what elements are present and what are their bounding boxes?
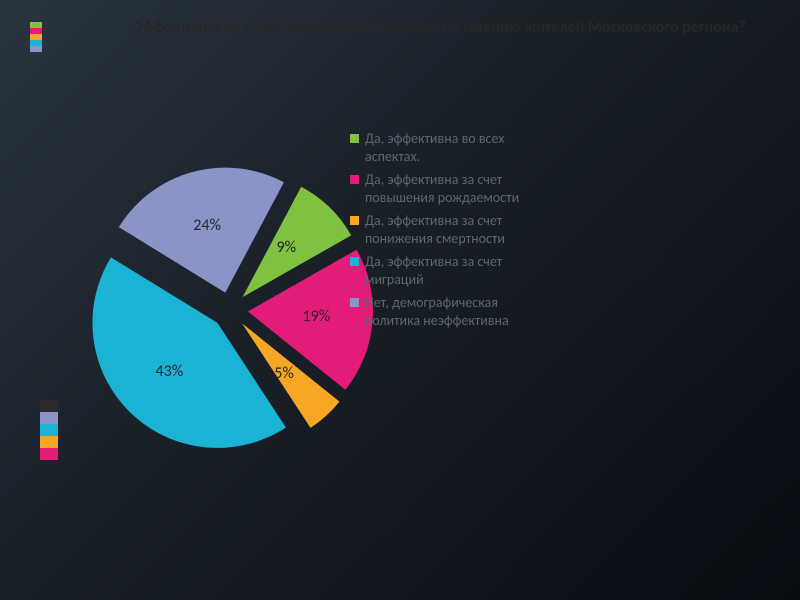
legend-item: Да, эффективна за счет понижения смертно… <box>350 212 520 247</box>
side-bar-stripe <box>40 448 58 460</box>
slice-label: 19% <box>302 307 330 326</box>
legend-item: Да, эффективна за счет повышения рождаем… <box>350 171 520 206</box>
legend-item: Да, эффективна во всех аспектах. <box>350 130 520 165</box>
legend-text: Да, эффективна за счет миграций <box>365 253 520 288</box>
side-bars <box>40 400 58 460</box>
legend-marker <box>350 257 359 266</box>
legend-marker <box>350 134 359 143</box>
legend-text: Да, эффективна за счет понижения смертно… <box>365 212 520 247</box>
legend-text: Да, эффективна во всех аспектах. <box>365 130 520 165</box>
legend-marker <box>350 175 359 184</box>
legend-text: Нет, демографическая политика неэффектив… <box>365 294 520 329</box>
legend-item: Да, эффективна за счет миграций <box>350 253 520 288</box>
legend: Да, эффективна во всех аспектах. Да, эффе… <box>350 130 520 335</box>
legend-marker <box>350 298 359 307</box>
legend-text: Да, эффективна за счет повышения рождаем… <box>365 171 520 206</box>
side-bar-stripe <box>40 424 58 436</box>
legend-marker <box>350 216 359 225</box>
pie-chart: 9%19%5%43%24% Да, эффективна во всех асп… <box>30 50 510 580</box>
legend-item: Нет, демографическая политика неэффектив… <box>350 294 520 329</box>
side-bar-stripe <box>40 436 58 448</box>
side-bar-stripe <box>40 400 58 412</box>
slice-label: 24% <box>193 216 221 235</box>
slice-label: 9% <box>276 238 296 257</box>
side-accent <box>30 22 42 52</box>
side-bar-stripe <box>40 412 58 424</box>
slice-label: 43% <box>156 362 184 381</box>
slice-label: 5% <box>274 364 294 383</box>
chart-title: Эффективна ли демографическая политика п… <box>90 18 790 37</box>
